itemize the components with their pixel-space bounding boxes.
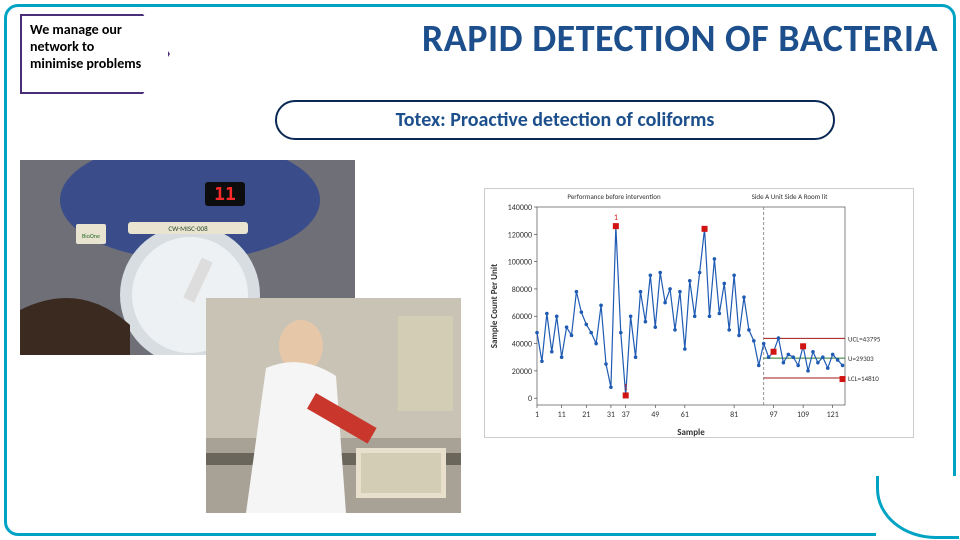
- lab-technician-photo: [206, 298, 461, 513]
- svg-text:UCL=43795: UCL=43795: [848, 334, 881, 343]
- svg-text:11: 11: [214, 184, 236, 205]
- svg-text:Performance before interventio: Performance before intervention: [567, 192, 661, 201]
- svg-text:11: 11: [558, 410, 566, 420]
- svg-text:31: 31: [607, 410, 615, 420]
- svg-text:BioOne: BioOne: [82, 232, 100, 240]
- svg-text:20000: 20000: [512, 367, 532, 377]
- subtitle: Totex: Proactive detection of coliforms: [275, 100, 835, 140]
- svg-text:21: 21: [582, 410, 590, 420]
- svg-text:40000: 40000: [512, 340, 532, 350]
- svg-text:37: 37: [622, 410, 630, 420]
- page-title: RAPID DETECTION OF BACTERIA: [200, 14, 938, 62]
- svg-text:0: 0: [528, 394, 532, 404]
- svg-text:121: 121: [827, 410, 839, 420]
- svg-text:Sample: Sample: [677, 427, 705, 438]
- svg-text:81: 81: [730, 410, 738, 420]
- svg-text:140000: 140000: [508, 203, 532, 213]
- svg-text:CW-MISC-008: CW-MISC-008: [168, 224, 208, 233]
- svg-text:LCL=14810: LCL=14810: [848, 374, 879, 383]
- svg-text:1: 1: [624, 382, 628, 392]
- svg-text:1: 1: [535, 410, 539, 420]
- svg-text:Side A Unit Side A Room lit: Side A Unit Side A Room lit: [752, 192, 829, 201]
- svg-text:100000: 100000: [508, 258, 532, 268]
- badge: We manage our network to minimise proble…: [20, 14, 170, 94]
- svg-text:80000: 80000: [512, 285, 532, 295]
- svg-text:Sample Count Per Unit: Sample Count Per Unit: [489, 264, 500, 348]
- svg-text:61: 61: [681, 410, 689, 420]
- svg-text:109: 109: [797, 410, 809, 420]
- svg-text:120000: 120000: [508, 230, 532, 240]
- svg-text:1: 1: [614, 213, 618, 223]
- svg-text:U=29303: U=29303: [848, 354, 874, 363]
- control-chart: Performance before intervention Side A Un…: [484, 188, 914, 438]
- svg-text:60000: 60000: [512, 312, 532, 322]
- svg-text:49: 49: [651, 410, 659, 420]
- svg-text:97: 97: [769, 410, 777, 420]
